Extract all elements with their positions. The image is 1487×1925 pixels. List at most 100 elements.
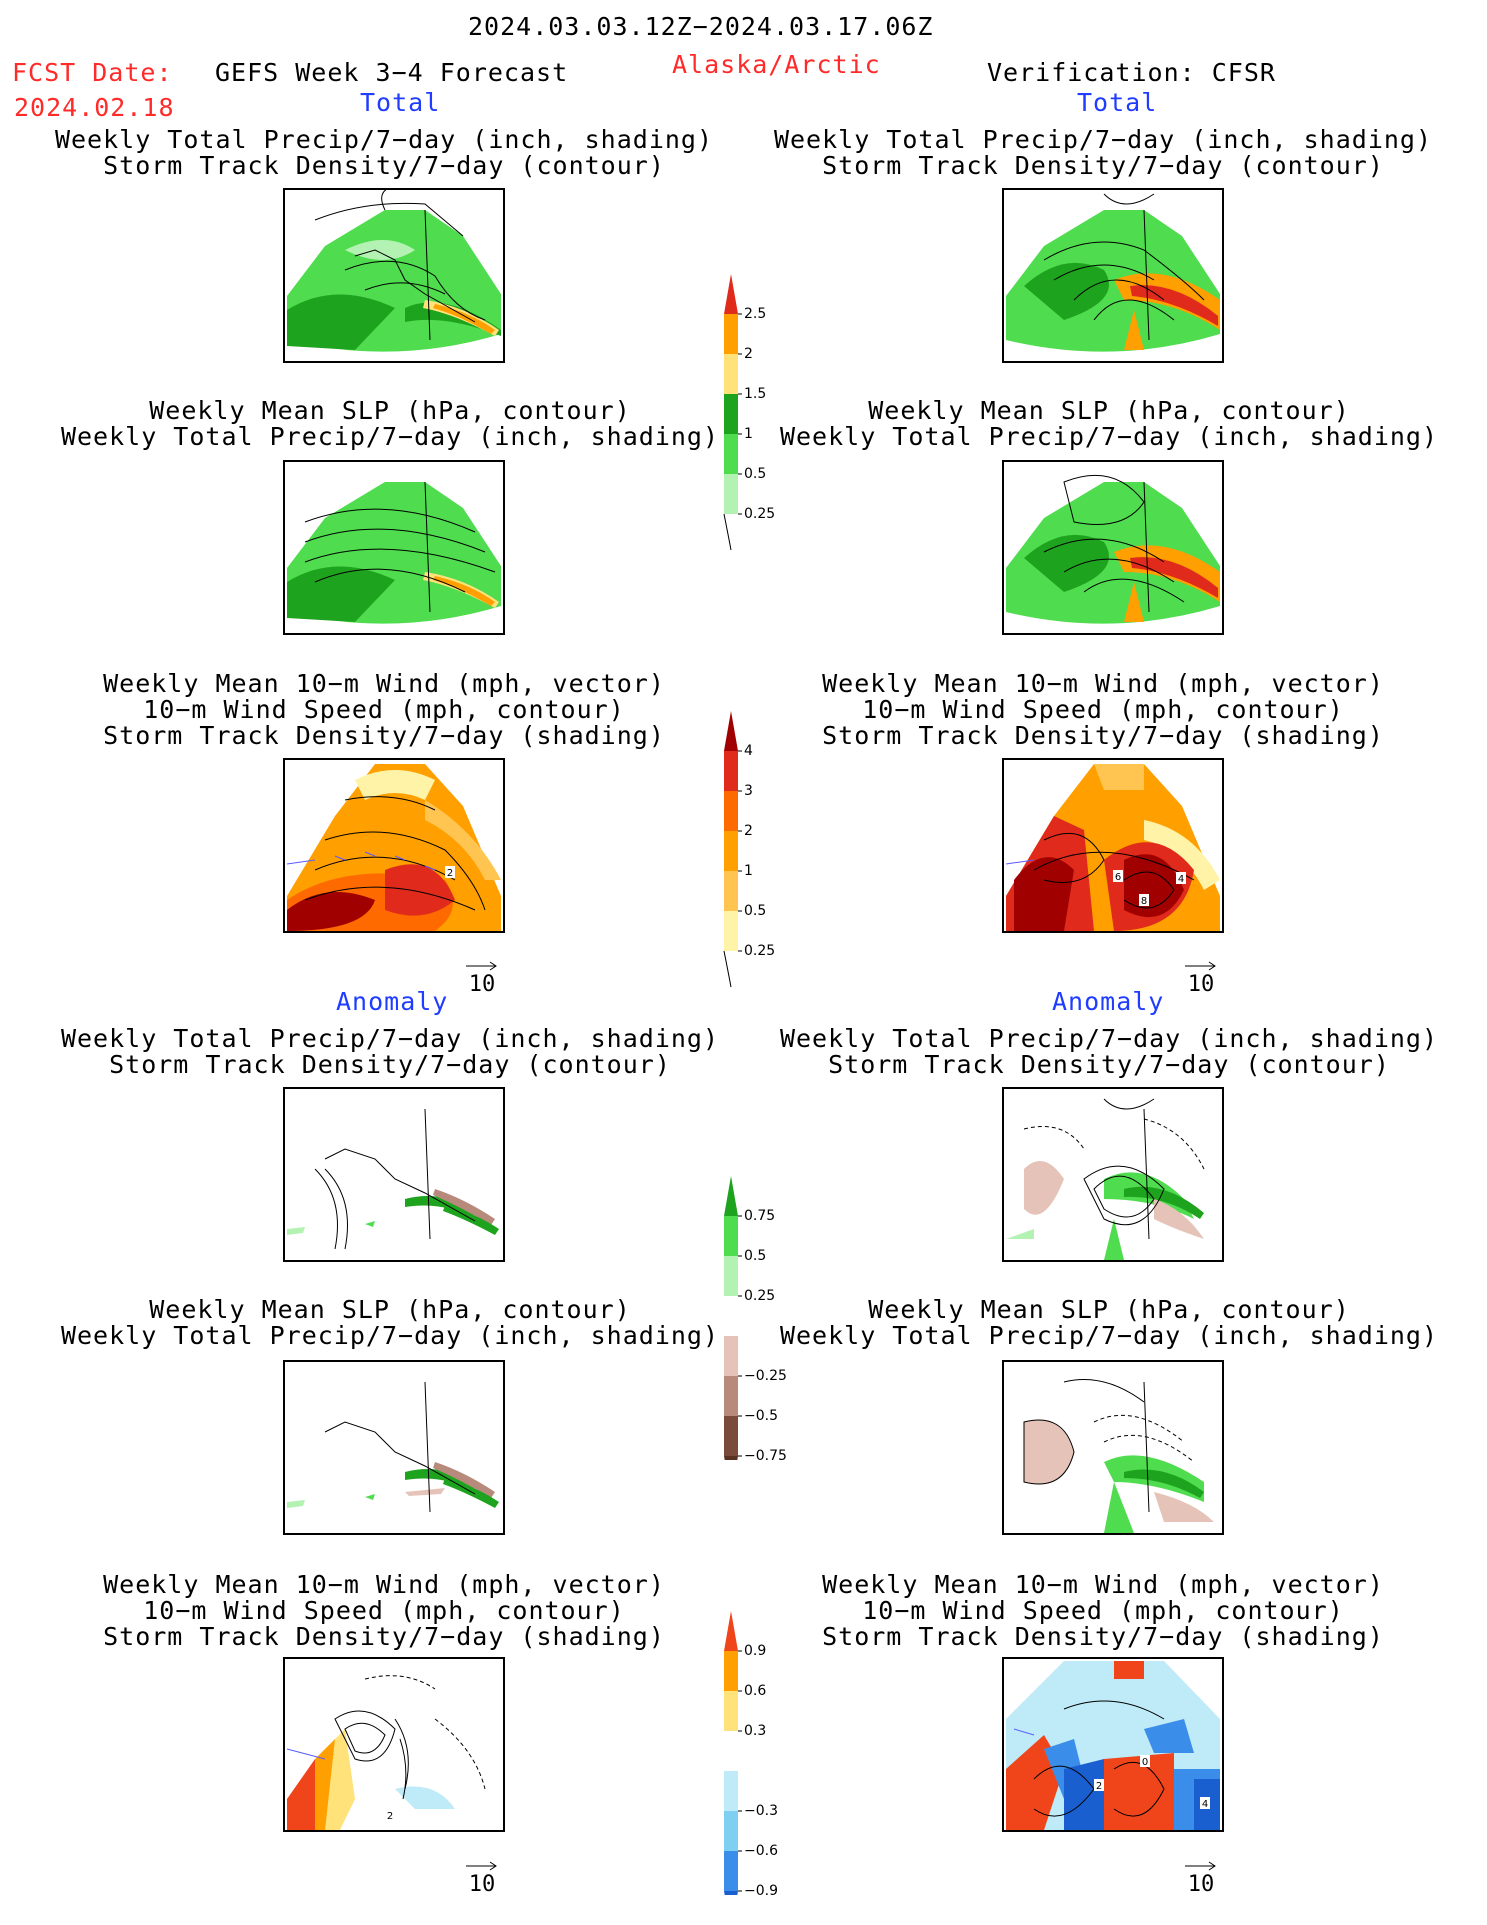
region-title: Alaska/Arctic <box>672 50 881 79</box>
title-line: Weekly Mean SLP (hPa, contour) <box>868 396 1350 425</box>
colorbar-segment <box>724 1651 738 1691</box>
colorbar-label: 0.6 <box>744 1683 766 1699</box>
colorbar-label: 1.5 <box>744 386 766 402</box>
vector-ref-obs-total: 10 <box>1181 955 1221 997</box>
map-obs-slp-total <box>1002 460 1224 635</box>
title-obs-wind-total: Weekly Mean 10−m Wind (mph, vector) 10−m … <box>743 671 1463 749</box>
colorbar-storm-anom: 0.9 0.6 0.3 −0.3 −0.6 −0.9 <box>722 1605 812 1895</box>
arrow-right-icon <box>1185 961 1216 971</box>
title-fcst-slp-anom: Weekly Mean SLP (hPa, contour) Weekly Tot… <box>30 1297 750 1349</box>
title-line: Storm Track Density/7−day (shading) <box>103 1622 665 1651</box>
title-fcst-precip-anom: Weekly Total Precip/7−day (inch, shading… <box>30 1026 750 1078</box>
colorbar-segment <box>724 1691 738 1731</box>
map-fcst-wind-total: 2 <box>283 758 505 933</box>
contour-label: 8 <box>1141 896 1147 907</box>
map-fcst-slp-anom <box>283 1360 505 1535</box>
colorbar-svg: 4 3 2 1 0.5 0.25 <box>723 711 775 988</box>
title-line: Storm Track Density/7−day (shading) <box>103 721 665 750</box>
title-fcst-wind-anom: Weekly Mean 10−m Wind (mph, vector) 10−m … <box>24 1572 744 1650</box>
colorbar-precip-total: 2.5 2 1.5 1 0.5 0.25 <box>722 268 812 558</box>
colorbar-precip-anom: 0.75 0.5 0.25 −0.25 −0.5 −0.75 <box>722 1170 812 1460</box>
colorbar-segment <box>724 1376 738 1416</box>
vector-ref-label: 10 <box>468 972 496 997</box>
vector-ref-fcst-total: 10 <box>462 955 502 997</box>
date-range-title: 2024.03.03.12Z−2024.03.17.06Z <box>468 12 934 41</box>
colorbar-label: 0.9 <box>744 1643 766 1659</box>
colorbar-segment <box>724 1336 738 1376</box>
colorbar-label: −0.9 <box>744 1883 778 1895</box>
vector-ref-fcst-anom: 10 <box>462 1855 502 1897</box>
colorbar-segment <box>724 434 738 474</box>
map-obs-precip-total <box>1002 188 1224 363</box>
colorbar-cap-bottom <box>724 1891 738 1895</box>
colorbar-cap-bottom <box>724 1456 738 1460</box>
colorbar-label: 0.25 <box>744 506 775 522</box>
colorbar-label: 0.5 <box>744 466 766 482</box>
contour-label: 6 <box>1115 872 1121 883</box>
title-obs-slp-total: Weekly Mean SLP (hPa, contour) Weekly Tot… <box>749 398 1469 450</box>
title-fcst-wind-total: Weekly Mean 10−m Wind (mph, vector) 10−m … <box>24 671 744 749</box>
colorbar-tail <box>723 950 732 988</box>
title-line: Weekly Mean 10−m Wind (mph, vector) <box>103 669 665 698</box>
colorbar-segment <box>724 751 738 791</box>
colorbar-segment <box>724 791 738 831</box>
title-line: Weekly Total Precip/7−day (inch, shading… <box>779 422 1439 451</box>
colorbar-segment <box>724 394 738 434</box>
arrow-right-icon <box>1185 1861 1216 1871</box>
title-obs-precip-anom: Weekly Total Precip/7−day (inch, shading… <box>749 1026 1469 1078</box>
colorbar-segment <box>724 911 738 951</box>
contour-label: 4 <box>1202 1799 1208 1810</box>
colorbar-label: 2 <box>744 823 753 839</box>
colorbar-segment <box>724 1851 738 1891</box>
colorbar-segment <box>724 314 738 354</box>
title-line: Weekly Mean 10−m Wind (mph, vector) <box>822 1570 1384 1599</box>
colorbar-label: 1 <box>744 426 753 442</box>
section-anomaly-left: Anomaly <box>336 987 449 1016</box>
title-line: Storm Track Density/7−day (contour) <box>828 1050 1390 1079</box>
colorbar-label: 2.5 <box>744 306 766 322</box>
title-line: Weekly Total Precip/7−day (inch, shading… <box>779 1321 1439 1350</box>
contour-label: 2 <box>447 868 453 879</box>
colorbar-label: 0.25 <box>744 943 775 959</box>
title-obs-precip-total: Weekly Total Precip/7−day (inch, shading… <box>743 127 1463 179</box>
colorbar-label: 0.5 <box>744 903 766 919</box>
map-obs-wind-anom: 0 2 4 <box>1002 1657 1224 1832</box>
colorbar-label: 0.25 <box>744 1288 775 1304</box>
fcst-date-value: 2024.02.18 <box>14 93 175 122</box>
colorbar-label: 3 <box>744 783 753 799</box>
map-fcst-slp-total <box>283 460 505 635</box>
vector-ref-label: 10 <box>1187 972 1215 997</box>
colorbar-label: 4 <box>744 743 753 759</box>
title-line: Weekly Total Precip/7−day (inch, shading… <box>54 125 714 154</box>
colorbar-label: 0.5 <box>744 1248 766 1264</box>
map-fcst-precip-anom <box>283 1087 505 1262</box>
colorbar-cap-top <box>724 274 738 314</box>
fcst-date-label: FCST Date: <box>12 58 173 87</box>
title-line: Weekly Mean SLP (hPa, contour) <box>149 1295 631 1324</box>
colorbar-label: 0.3 <box>744 1723 766 1739</box>
section-total-right: Total <box>1077 88 1158 117</box>
colorbar-segment <box>724 871 738 911</box>
colorbar-cap-top <box>724 711 738 751</box>
title-line: 10−m Wind Speed (mph, contour) <box>862 1596 1344 1625</box>
colorbar-tail <box>723 513 732 551</box>
colorbar-segment <box>724 1771 738 1811</box>
map-obs-wind-total: 6 4 8 <box>1002 758 1224 933</box>
vector-ref-label: 10 <box>468 1872 496 1897</box>
title-line: Weekly Mean SLP (hPa, contour) <box>149 396 631 425</box>
colorbar-label: 0.75 <box>744 1208 775 1224</box>
colorbar-label: −0.75 <box>744 1448 787 1460</box>
map-obs-precip-anom <box>1002 1087 1224 1262</box>
colorbar-label: −0.25 <box>744 1368 787 1384</box>
colorbar-label: 2 <box>744 346 753 362</box>
colorbar-storm-total: 4 3 2 1 0.5 0.25 <box>722 705 812 995</box>
title-line: 10−m Wind Speed (mph, contour) <box>143 1596 625 1625</box>
title-line: Weekly Total Precip/7−day (inch, shading… <box>60 1024 720 1053</box>
title-line: Weekly Mean SLP (hPa, contour) <box>868 1295 1350 1324</box>
title-line: 10−m Wind Speed (mph, contour) <box>862 695 1344 724</box>
title-obs-wind-anom: Weekly Mean 10−m Wind (mph, vector) 10−m … <box>743 1572 1463 1650</box>
arrow-right-icon <box>466 961 497 971</box>
title-line: Weekly Total Precip/7−day (inch, shading… <box>60 422 720 451</box>
section-total-left: Total <box>360 88 441 117</box>
colorbar-segment <box>724 1731 738 1771</box>
